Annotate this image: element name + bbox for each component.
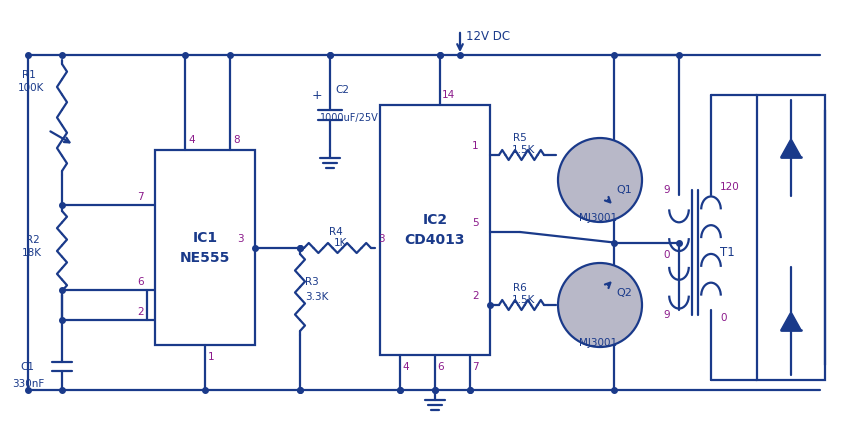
- Text: IC2: IC2: [422, 213, 447, 227]
- Text: 1: 1: [208, 352, 215, 362]
- Circle shape: [557, 138, 642, 222]
- Text: 1: 1: [471, 141, 478, 151]
- Text: 5: 5: [471, 218, 478, 228]
- Text: Q2: Q2: [615, 288, 631, 298]
- Text: 12V DC: 12V DC: [465, 30, 509, 43]
- Circle shape: [557, 263, 642, 347]
- Text: NE555: NE555: [180, 250, 230, 264]
- Text: 6: 6: [436, 362, 443, 372]
- Text: R3: R3: [305, 276, 319, 287]
- Text: 3: 3: [237, 234, 244, 244]
- Text: 2: 2: [137, 307, 143, 317]
- Text: Q1: Q1: [615, 185, 631, 195]
- Text: 4: 4: [187, 135, 194, 145]
- Text: 9: 9: [662, 310, 669, 320]
- Text: 8: 8: [233, 135, 239, 145]
- Text: 1.5K: 1.5K: [511, 295, 534, 305]
- Text: 1.5K: 1.5K: [511, 145, 534, 155]
- Text: R6: R6: [513, 283, 527, 293]
- Bar: [756, 95, 824, 380]
- Text: 9: 9: [662, 185, 669, 195]
- Text: 2: 2: [471, 291, 478, 301]
- Text: 7: 7: [137, 192, 143, 202]
- Text: 14: 14: [441, 90, 455, 100]
- Text: +: +: [312, 89, 322, 102]
- Text: R5: R5: [513, 133, 527, 143]
- Text: 3: 3: [377, 234, 384, 244]
- Text: 1K: 1K: [333, 238, 347, 248]
- Text: MJ3001: MJ3001: [579, 338, 616, 348]
- Text: 3.3K: 3.3K: [305, 292, 328, 302]
- Text: C1: C1: [20, 362, 34, 372]
- Text: R4: R4: [329, 227, 343, 237]
- Text: 330nF: 330nF: [12, 379, 44, 389]
- Text: R2: R2: [26, 235, 40, 245]
- Bar: [155, 150, 255, 345]
- Text: 7: 7: [471, 362, 478, 372]
- Text: T1: T1: [719, 246, 734, 259]
- Text: 0: 0: [719, 313, 726, 323]
- Text: 0: 0: [662, 250, 669, 259]
- Text: 120: 120: [719, 182, 739, 192]
- Text: 18K: 18K: [22, 248, 42, 258]
- Text: 4: 4: [401, 362, 408, 372]
- Text: 6: 6: [137, 277, 143, 287]
- Text: 1000uF/25V: 1000uF/25V: [320, 113, 378, 123]
- Polygon shape: [780, 139, 800, 157]
- Polygon shape: [780, 312, 800, 330]
- Bar: [379, 105, 489, 355]
- Text: MJ3001: MJ3001: [579, 213, 616, 223]
- Text: R1: R1: [22, 70, 36, 80]
- Text: CD4013: CD4013: [405, 233, 464, 247]
- Text: C2: C2: [335, 85, 348, 95]
- Text: 100K: 100K: [18, 83, 44, 93]
- Text: IC1: IC1: [193, 231, 217, 245]
